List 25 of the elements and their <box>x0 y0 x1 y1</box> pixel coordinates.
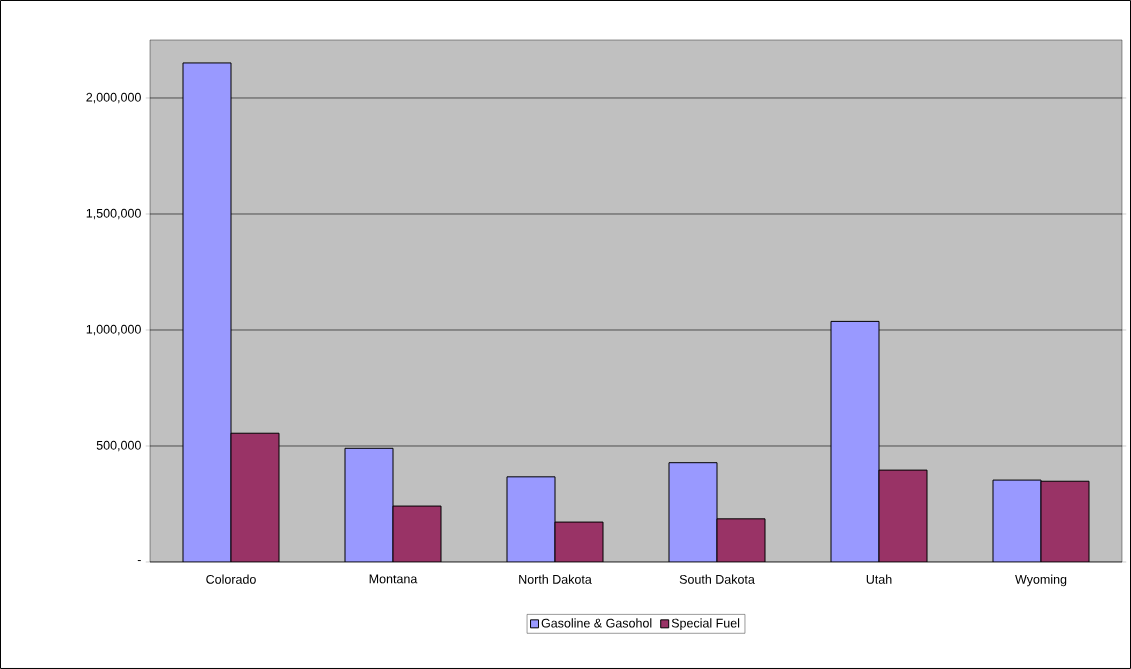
bar <box>182 62 232 562</box>
x-tick-label: North Dakota <box>519 574 592 584</box>
legend-label: Gasoline & Gasohol <box>541 618 652 628</box>
bar <box>992 479 1042 562</box>
bar <box>506 476 556 562</box>
x-tick-label: Wyoming <box>1015 574 1067 587</box>
y-tick-label: - <box>137 560 141 562</box>
bar <box>344 447 394 562</box>
legend-label: Special Fuel <box>671 618 740 631</box>
x-tick-label: Colorado <box>206 574 256 584</box>
bar <box>392 505 442 562</box>
y-tick-label: 500,000 <box>96 440 141 452</box>
bar <box>878 469 928 562</box>
bar <box>554 521 604 562</box>
bar <box>668 462 718 562</box>
x-tick-label: South Dakota <box>679 574 755 584</box>
y-tick-label: 1,000,000 <box>86 324 141 336</box>
y-tick-label: 1,500,000 <box>86 208 141 220</box>
bar <box>716 518 766 562</box>
x-tick-label: Montana <box>369 574 418 584</box>
bar <box>830 320 880 562</box>
bar <box>230 432 280 562</box>
bar <box>1040 480 1090 562</box>
x-tick-label: Utah <box>866 574 892 584</box>
y-tick-label: 2,000,000 <box>86 92 141 104</box>
